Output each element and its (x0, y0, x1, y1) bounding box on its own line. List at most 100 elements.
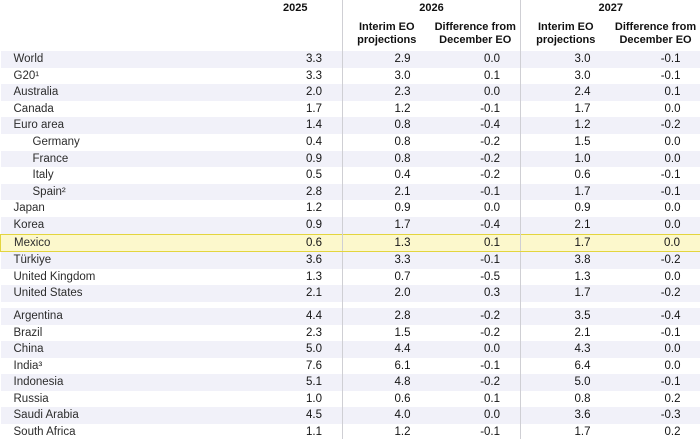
row-label: Argentina (0, 307, 249, 325)
value-2027-interim: 5.0 (520, 374, 611, 391)
value-2026-difference: 0.1 (484, 69, 501, 82)
row-label: Russia (13, 392, 49, 405)
value-2027-interim: 2.1 (520, 324, 611, 342)
value-2025: 0.6 (248, 233, 343, 253)
row-label: Germany (32, 135, 80, 148)
value-2027-interim: 1.5 (520, 133, 611, 151)
value-2025: 2.3 (306, 326, 322, 339)
table-body: World 3.3 2.9 0.0 3.0 -0.1 G20¹ 3.3 3.0 0.1 3.0 -0.… (0, 51, 700, 439)
row-label: Mexico (0, 233, 249, 253)
value-2026-difference: -0.2 (430, 150, 521, 168)
value-2027-difference: 0.2 (664, 426, 681, 439)
value-2025: 1.7 (306, 102, 322, 115)
value-2026-difference: 0.0 (484, 202, 501, 215)
value-2027-difference: 0.0 (610, 233, 700, 253)
value-2026-difference: -0.5 (480, 270, 501, 283)
value-2026-difference: -0.2 (480, 169, 501, 182)
value-2026-difference: -0.2 (430, 307, 521, 325)
table-row: Türkiye 3.6 3.3 -0.1 3.8 -0.2 (0, 251, 700, 269)
row-label: Spain² (0, 183, 249, 201)
value-2027-interim: 3.8 (520, 251, 611, 269)
value-2026-difference: 0.0 (430, 84, 521, 101)
value-2027-interim: 1.7 (520, 233, 611, 253)
value-2025: 3.3 (248, 51, 343, 68)
value-2026-difference: -0.1 (480, 426, 501, 439)
value-2027-interim: 1.3 (520, 268, 611, 286)
value-2026-interim: 4.4 (342, 341, 431, 358)
value-2027-difference: -0.4 (610, 307, 700, 325)
row-label: Euro area (0, 117, 249, 134)
value-2026-difference: -0.4 (430, 216, 521, 235)
value-2027-difference: -0.1 (660, 326, 681, 339)
value-2026-difference: -0.2 (480, 135, 501, 148)
value-2027-interim: 3.5 (520, 307, 611, 325)
value-2025: 0.5 (306, 169, 322, 182)
value-2027-difference: 0.0 (664, 102, 681, 115)
table-row: Canada 1.7 1.2 -0.1 1.7 0.0 (1, 100, 700, 118)
table-row: Korea 0.9 1.7 -0.4 2.1 0.0 (0, 216, 700, 235)
value-2025: 5.1 (248, 374, 343, 391)
table-row: Italy 0.5 0.4 -0.2 0.6 -0.1 (1, 167, 700, 184)
value-2026-interim: 0.7 (342, 268, 431, 286)
table-row: India³ 7.6 6.1 -0.1 6.4 0.0 (1, 357, 700, 375)
value-2025: 2.0 (248, 84, 343, 101)
value-2026-difference: -0.2 (480, 326, 501, 339)
value-2027-difference: -0.3 (610, 407, 700, 425)
value-2026-interim: 1.2 (342, 424, 431, 439)
value-2026-interim: 2.8 (342, 307, 431, 325)
value-2026-interim: 4.8 (342, 374, 431, 391)
value-2026-interim: 1.3 (342, 233, 431, 253)
value-2026-interim: 3.3 (342, 251, 431, 269)
value-2026-interim: 0.8 (342, 133, 431, 151)
value-2027-interim: 2.4 (520, 84, 611, 101)
value-2026-interim: 1.7 (342, 216, 431, 235)
value-2027-interim: 4.3 (520, 341, 611, 358)
header-2027-group: 2027 (520, 0, 700, 16)
subheader-empty (1, 16, 249, 51)
table-row: Spain² 2.8 2.1 -0.1 1.7 -0.1 (0, 183, 700, 201)
row-label: G20¹ (13, 69, 40, 82)
value-2027-interim: 2.1 (520, 216, 611, 235)
value-2026-difference: -0.1 (480, 102, 501, 115)
row-label: Italy (32, 169, 54, 182)
value-2025: 1.0 (306, 392, 322, 405)
value-2026-difference: -0.4 (430, 117, 521, 134)
value-2025: 7.6 (306, 359, 322, 372)
subheader-2025-empty (249, 16, 343, 51)
header-2025: 2025 (283, 2, 308, 14)
value-2025: 0.9 (248, 150, 343, 168)
value-2026-interim: 3.0 (342, 67, 431, 85)
section-gap-row (0, 301, 700, 308)
subheader-2026-interim: Interim EO projections (342, 16, 431, 51)
value-2026-interim: 1.2 (342, 100, 431, 118)
header-subrow: Interim EO projections Difference from D… (1, 16, 700, 51)
value-2026-difference: 0.1 (430, 233, 521, 253)
value-2027-interim: 3.6 (520, 407, 611, 425)
value-2027-interim: 0.9 (520, 200, 611, 217)
value-2027-difference: -0.1 (660, 169, 681, 182)
value-2026-interim: 0.6 (342, 390, 431, 408)
section-gap-cell (610, 301, 700, 308)
value-2026-interim: 2.9 (342, 51, 431, 68)
value-2027-interim: 1.7 (520, 424, 611, 439)
value-2027-difference: -0.1 (610, 51, 700, 68)
value-2027-difference: 0.2 (664, 392, 681, 405)
value-2025: 1.4 (248, 117, 343, 134)
value-2027-interim: 1.7 (520, 183, 611, 201)
value-2025: 1.1 (306, 426, 322, 439)
value-2027-interim: 0.8 (520, 390, 611, 408)
value-2026-interim: 4.0 (342, 407, 431, 425)
value-2027-interim: 3.0 (520, 67, 611, 85)
value-2027-difference: -0.1 (660, 69, 681, 82)
table-row: Saudi Arabia 4.5 4.0 0.0 3.6 -0.3 (0, 407, 700, 425)
value-2026-difference: 0.0 (430, 341, 521, 358)
row-label: South Africa (13, 426, 76, 439)
row-label: United States (0, 285, 249, 302)
value-2026-difference: -0.1 (430, 251, 521, 269)
value-2026-interim: 2.1 (342, 183, 431, 201)
header-empty (1, 0, 249, 16)
value-2027-interim: 1.7 (520, 285, 611, 302)
value-2027-difference: -0.2 (610, 117, 700, 134)
value-2025: 4.4 (248, 307, 343, 325)
value-2025: 0.4 (306, 135, 322, 148)
